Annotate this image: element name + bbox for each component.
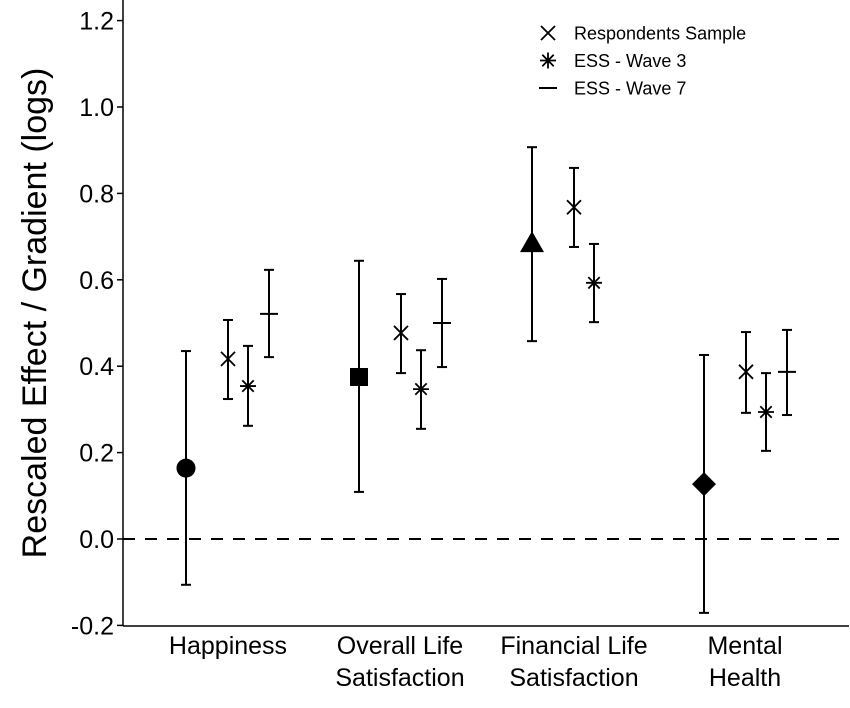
data-point	[240, 344, 256, 427]
data-point	[433, 277, 451, 369]
data-point	[758, 372, 774, 452]
data-point	[350, 259, 368, 493]
y-tick-label: 0.8	[79, 180, 114, 208]
y-tick-label: 0.2	[79, 440, 114, 468]
y-ticks: -0.2 0.0 0.2 0.4 0.6 0.8 1.0 1.2	[71, 8, 123, 640]
y-axis-label: Rescaled Effect / Gradient (logs)	[16, 68, 54, 559]
data-marks	[176, 146, 796, 614]
data-point	[176, 350, 196, 586]
x-marker	[540, 25, 556, 41]
category-label: Satisfaction	[509, 664, 638, 692]
data-point	[566, 166, 582, 248]
y-tick-label: -0.2	[71, 612, 114, 640]
y-tick-label: 1.0	[79, 94, 114, 122]
legend-item: ESS - Wave 7	[539, 79, 686, 99]
x-marker	[566, 199, 582, 215]
data-point	[520, 146, 544, 343]
data-point	[738, 331, 754, 414]
category-label: Mental	[707, 632, 782, 660]
x-marker	[220, 351, 236, 367]
category-label: Health	[709, 664, 781, 692]
asterisk-marker	[240, 378, 256, 395]
category-labels: Happiness Overall Life Satisfaction Financi…	[169, 632, 783, 692]
y-tick-label: 1.2	[79, 8, 114, 36]
legend-label: ESS - Wave 3	[574, 51, 686, 71]
category-label: Happiness	[169, 632, 287, 660]
data-point	[413, 349, 429, 430]
legend-label: ESS - Wave 7	[574, 79, 686, 99]
category-label: Overall Life	[337, 632, 463, 660]
data-point	[778, 328, 796, 417]
category-label: Financial Life	[500, 632, 647, 660]
y-tick-label: 0.4	[79, 353, 114, 381]
legend-item: Respondents Sample	[540, 24, 746, 44]
asterisk-marker	[540, 52, 556, 69]
x-marker	[738, 364, 754, 380]
data-point	[692, 353, 716, 614]
y-tick-label: 0.0	[79, 526, 114, 554]
square-marker	[350, 368, 368, 386]
category-label: Satisfaction	[335, 664, 464, 692]
data-point	[393, 293, 409, 375]
legend-label: Respondents Sample	[574, 24, 746, 44]
legend: Respondents Sample ESS - Wave 3 ESS - Wave…	[539, 24, 746, 99]
circle-marker	[176, 458, 196, 478]
asterisk-marker	[758, 403, 774, 420]
legend-item: ESS - Wave 3	[540, 51, 686, 71]
data-point	[260, 268, 278, 359]
asterisk-marker	[413, 381, 429, 398]
asterisk-marker	[586, 274, 602, 291]
x-marker	[393, 325, 409, 341]
diamond-marker	[692, 472, 716, 497]
data-point	[586, 242, 602, 324]
y-tick-label: 0.6	[79, 267, 114, 295]
triangle-marker	[520, 231, 544, 253]
data-point	[220, 318, 236, 401]
axes: -0.2 0.0 0.2 0.4 0.6 0.8 1.0 1.2	[71, 0, 849, 640]
